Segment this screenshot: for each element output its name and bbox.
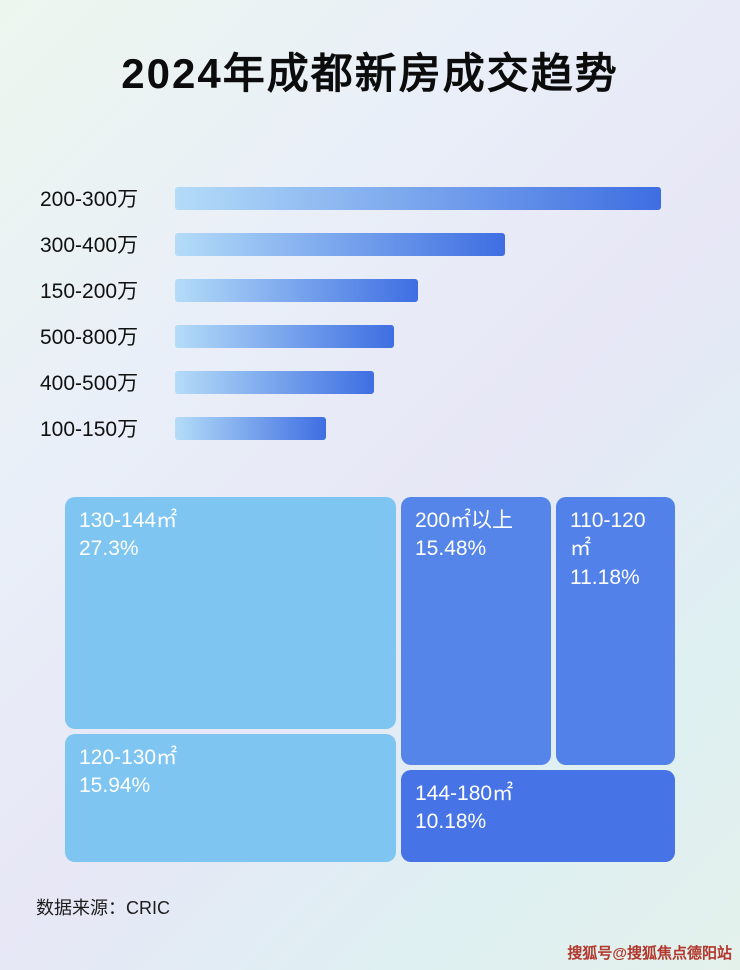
treemap-block-110-120: 110-120㎡ 11.18%: [556, 497, 675, 765]
area-share-treemap: 130-144㎡ 27.3% 200㎡以上 15.48% 110-120㎡ 11…: [65, 497, 675, 862]
treemap-block-value: 15.94%: [79, 774, 151, 798]
bar-row: 500-800万: [40, 324, 688, 349]
bar: [175, 416, 326, 440]
watermark-text: 搜狐号@搜狐焦点德阳站: [567, 945, 732, 962]
bar-category-label: 500-800万: [40, 326, 139, 349]
treemap-block-144-180: 144-180㎡ 10.18%: [401, 770, 675, 862]
bar-row: 400-500万: [40, 370, 688, 395]
treemap-block-label: 110-120㎡: [570, 509, 646, 561]
data-source-label: 数据来源：CRIC: [36, 898, 170, 918]
bar-row: 150-200万: [40, 278, 688, 303]
treemap-block-value: 15.48%: [415, 537, 487, 561]
bar: [175, 186, 661, 210]
bar-row: 200-300万: [40, 186, 688, 211]
bar-track: [175, 186, 661, 210]
bar-row: 300-400万: [40, 232, 688, 257]
bar-category-label: 200-300万: [40, 188, 139, 211]
bar: [175, 324, 394, 348]
treemap-block-label: 200㎡以上: [415, 509, 514, 532]
bar-track: [175, 278, 661, 302]
treemap-block-label: 144-180㎡: [415, 782, 514, 805]
treemap-block-value: 27.3%: [79, 537, 139, 561]
bar-category-label: 400-500万: [40, 372, 139, 395]
bar-row: 100-150万: [40, 416, 688, 441]
bar-track: [175, 370, 661, 394]
bar-track: [175, 324, 661, 348]
bar-track: [175, 232, 661, 256]
treemap-block-value: 10.18%: [415, 810, 487, 834]
bar: [175, 232, 506, 256]
bar-category-label: 100-150万: [40, 418, 139, 441]
bar: [175, 370, 375, 394]
treemap-block-130-144: 130-144㎡ 27.3%: [65, 497, 396, 729]
page-title: 2024年成都新房成交趋势: [121, 50, 619, 97]
treemap-block-label: 120-130㎡: [79, 746, 178, 769]
treemap-block-value: 11.18%: [570, 565, 640, 589]
bar: [175, 278, 418, 302]
price-band-bar-chart: 200-300万 300-400万 150-200万 500-800万 400-500万…: [40, 186, 688, 462]
bar-track: [175, 416, 661, 440]
bar-category-label: 300-400万: [40, 234, 139, 257]
treemap-block-200-plus: 200㎡以上 15.48%: [401, 497, 551, 765]
treemap-block-label: 130-144㎡: [79, 509, 178, 532]
bar-category-label: 150-200万: [40, 280, 139, 303]
treemap-block-120-130: 120-130㎡ 15.94%: [65, 734, 396, 862]
